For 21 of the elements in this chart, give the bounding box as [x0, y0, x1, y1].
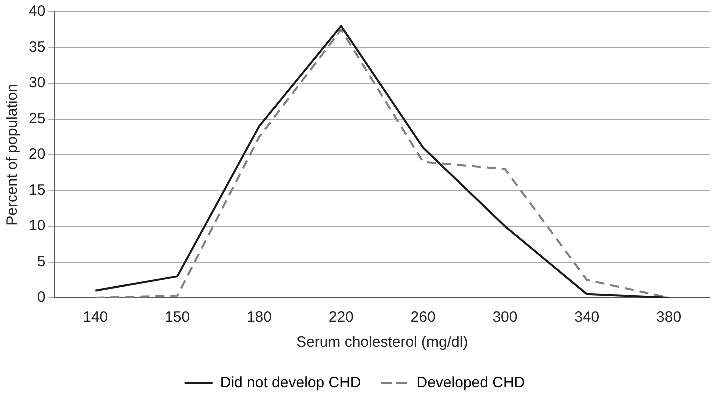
y-axis-title: Percent of population	[4, 84, 22, 226]
y-tick-label: 40	[28, 3, 46, 20]
y-tick-label: 5	[37, 253, 46, 270]
y-tick-label: 30	[28, 74, 46, 92]
x-tick-label: 380	[656, 309, 682, 326]
legend-label: Developed CHD	[416, 374, 526, 392]
x-tick-label: 260	[410, 309, 436, 326]
x-tick-label: 180	[246, 309, 272, 326]
y-tick-label: 20	[28, 146, 46, 164]
y-tick-label: 35	[28, 38, 46, 56]
x-tick-label: 150	[165, 309, 190, 326]
y-tick-label: 15	[28, 182, 46, 199]
legend-label: Did not develop CHD	[220, 374, 362, 392]
x-tick-label: 220	[328, 309, 354, 326]
x-tick-label: 300	[492, 309, 518, 326]
y-tick-label: 25	[28, 110, 46, 128]
y-tick-label: 0	[37, 289, 46, 306]
x-tick-label: 140	[83, 309, 108, 326]
y-tick-label: 10	[28, 218, 46, 235]
x-axis-title: Serum cholesterol (mg/dl)	[296, 334, 468, 352]
x-tick-label: 340	[574, 309, 600, 326]
